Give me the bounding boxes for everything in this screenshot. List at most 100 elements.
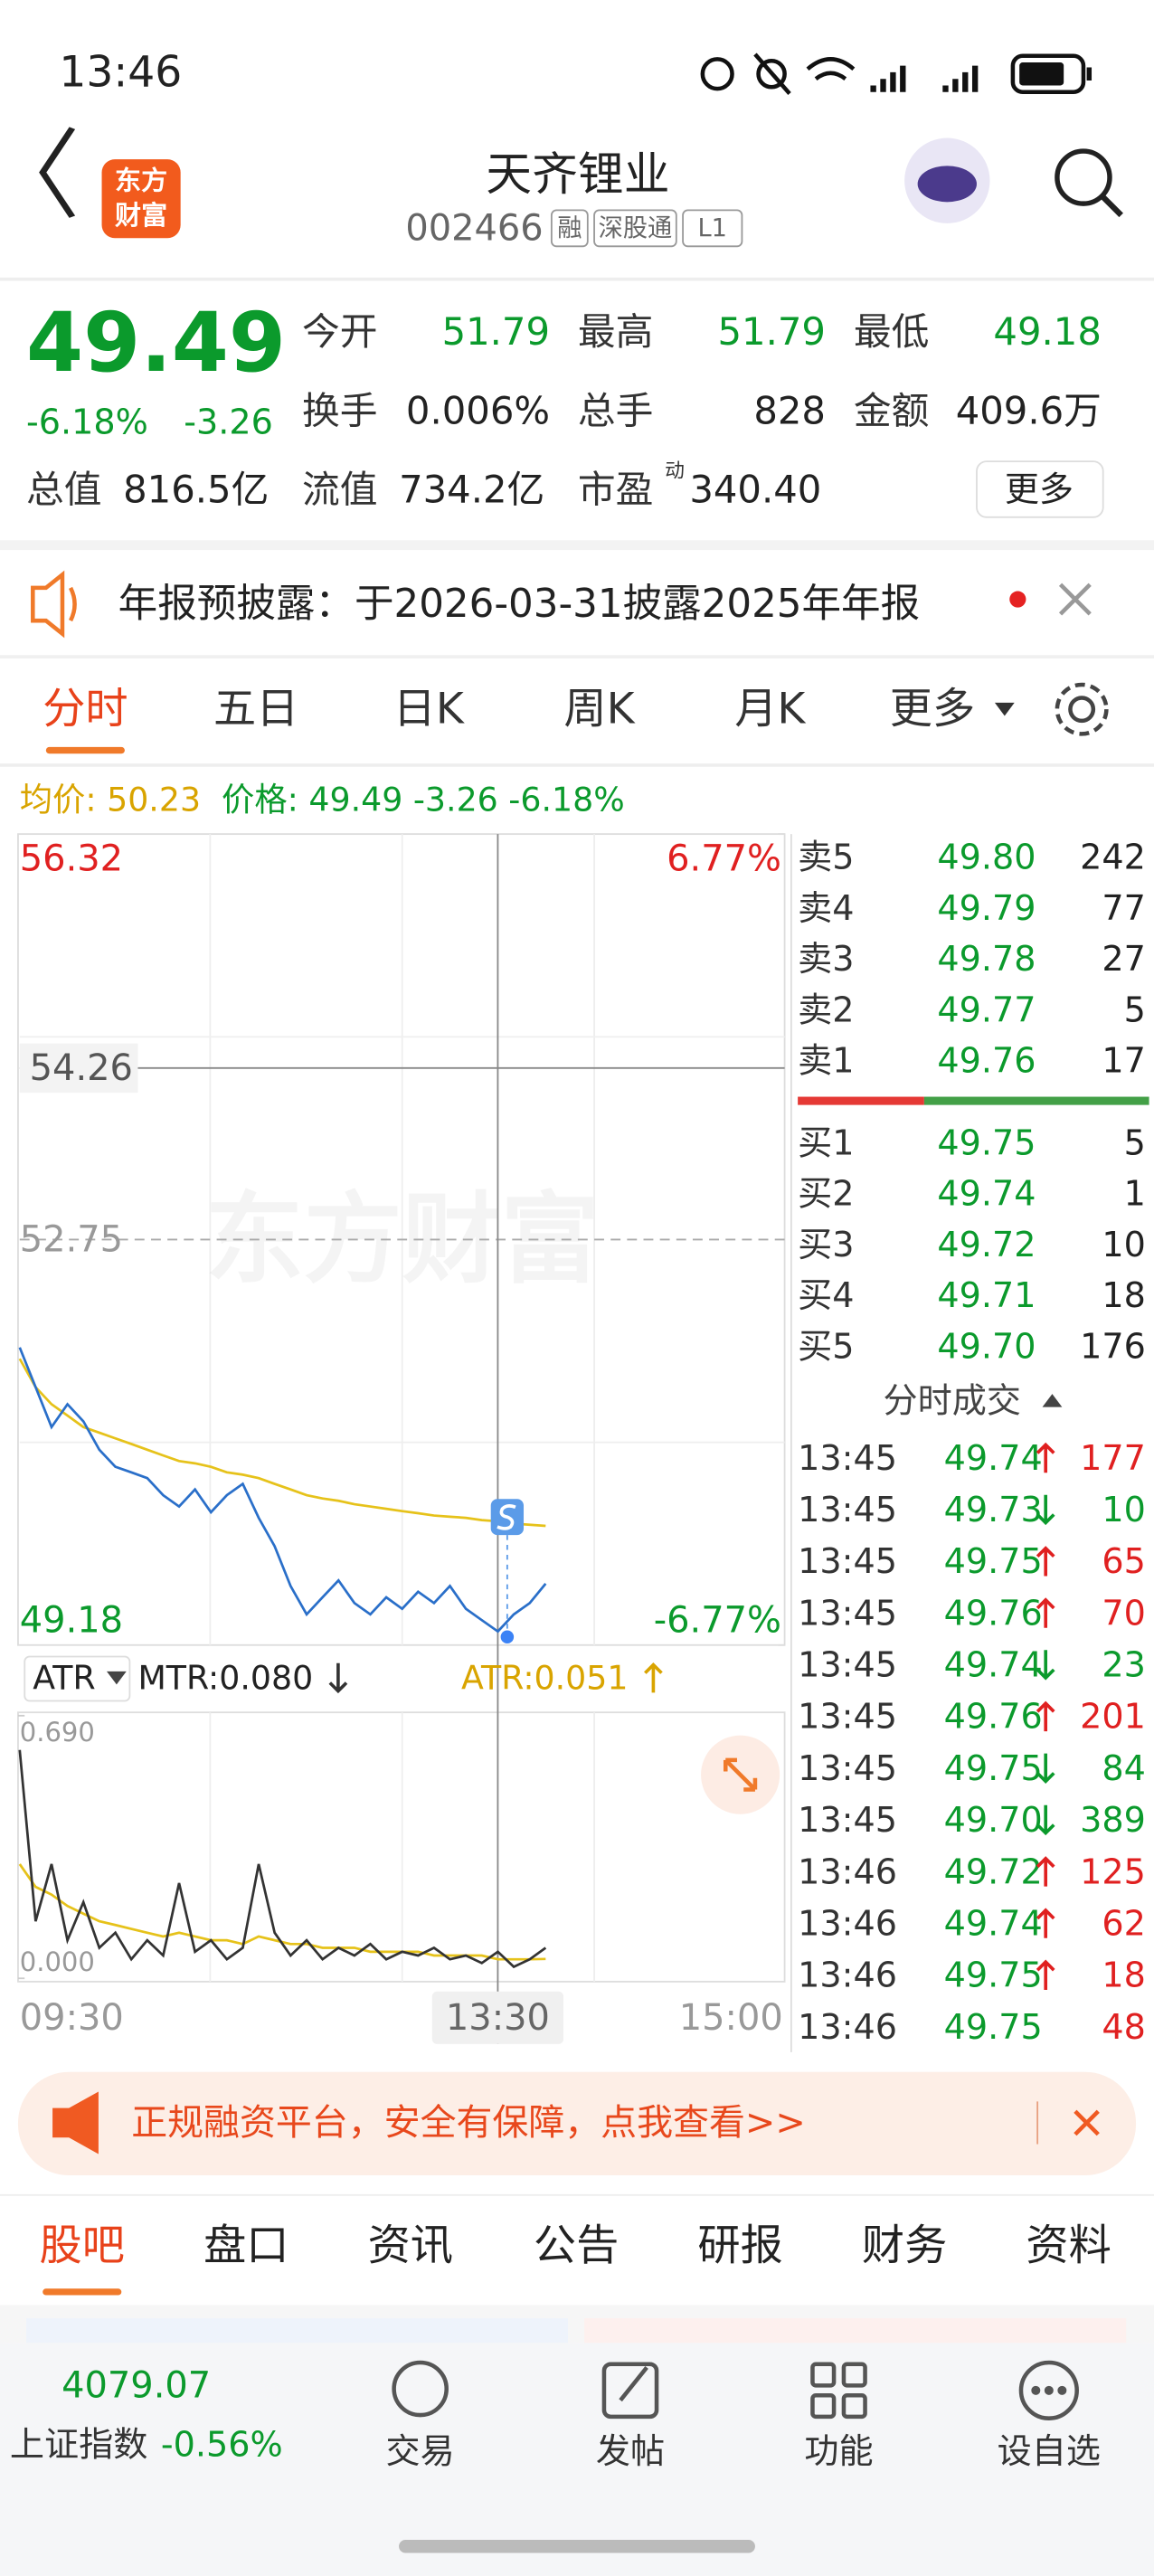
nav-item[interactable]: 功能 (804, 2431, 873, 2471)
stat-value: 816.5亿 (123, 467, 269, 511)
settings-button[interactable] (1055, 682, 1109, 736)
stat-value: 409.6万 (956, 388, 1102, 432)
signal-dot (500, 1630, 515, 1643)
trade-volume: 389 (1080, 1800, 1146, 1840)
book-volume: 27 (1102, 939, 1145, 979)
notice-close[interactable] (1058, 582, 1092, 616)
index-change: -0.56% (161, 2425, 283, 2465)
atr-label: ATR:0.051 (461, 1659, 628, 1698)
logo-text: 财富 (115, 200, 167, 231)
trade-price: 49.72 (944, 1852, 1043, 1891)
y-tick-label: 49.18 (20, 1600, 123, 1642)
ad-banner[interactable] (17, 2071, 1137, 2176)
tab[interactable]: 更多 (890, 685, 975, 734)
trade-volume: 62 (1102, 1903, 1145, 1943)
arrow (1036, 1650, 1055, 1681)
trade-time: 13:45 (798, 1645, 897, 1685)
bottom-tab[interactable]: 资讯 (368, 2221, 453, 2271)
bottom-tab[interactable]: 资料 (1026, 2221, 1111, 2271)
book-volume: 17 (1102, 1041, 1145, 1081)
x-tick-label: 09:30 (20, 1997, 124, 2039)
book-label: 卖5 (798, 838, 854, 877)
avg-info: 均价: 50.23 (20, 781, 201, 819)
arrow (1036, 1597, 1055, 1628)
app-logo[interactable] (101, 159, 181, 239)
trade-price: 49.74 (944, 1645, 1043, 1685)
stat-label: 流值 (302, 467, 377, 511)
trade-price: 49.76 (944, 1593, 1043, 1633)
tag: 融 (557, 214, 582, 242)
tab[interactable]: 周K (563, 685, 635, 734)
book-volume: 5 (1124, 1122, 1146, 1162)
book-price: 49.72 (937, 1225, 1036, 1264)
trade-price: 49.70 (944, 1800, 1043, 1840)
trade-time: 13:45 (798, 1490, 897, 1530)
book-label: 买4 (798, 1275, 854, 1315)
tab[interactable]: 日K (393, 685, 465, 734)
more-button[interactable] (976, 460, 1104, 518)
trade-price: 49.76 (944, 1697, 1043, 1737)
arrow (1036, 1700, 1055, 1732)
tab[interactable]: 五日 (213, 685, 298, 734)
ad-text[interactable]: 正规融资平台，安全有保障，点我查看>> (131, 2102, 806, 2144)
arrow (1036, 1494, 1055, 1526)
tab[interactable]: 分时 (43, 685, 128, 734)
arrow (1036, 1546, 1055, 1577)
x-crosshair-box (431, 1991, 564, 2044)
trade-time: 13:45 (798, 1697, 897, 1737)
book-label: 买1 (798, 1122, 854, 1162)
indicator-tick-label: 0.690 (20, 1717, 95, 1747)
stat-sup: 动 (665, 459, 685, 482)
nav-item[interactable]: 设自选 (998, 2431, 1101, 2471)
trade-time: 13:45 (798, 1748, 897, 1788)
indicator-selector[interactable] (24, 1655, 131, 1702)
book-volume: 1 (1124, 1174, 1146, 1214)
bottom-tab[interactable]: 公告 (534, 2221, 619, 2271)
book-label: 卖4 (798, 888, 854, 928)
ad-close[interactable] (1074, 2109, 1100, 2136)
back-button[interactable] (39, 127, 76, 218)
y2-tick-label: 6.77% (667, 838, 781, 879)
change-pct: -6.18% (26, 402, 148, 442)
bottom-tab[interactable]: 盘口 (203, 2221, 288, 2271)
price-line (18, 1347, 547, 1634)
mtr-line (18, 1749, 547, 1969)
index-name: 上证指数 (10, 2425, 147, 2465)
nav-item[interactable]: 交易 (386, 2431, 455, 2471)
tab[interactable]: 月K (734, 685, 806, 734)
tag-box (682, 209, 743, 248)
book-price: 49.78 (937, 939, 1036, 979)
trade-price: 49.74 (944, 1903, 1043, 1943)
change: -3.26 (184, 402, 273, 442)
bottom-tab[interactable]: 研报 (697, 2221, 782, 2271)
stat-label: 总值 (26, 467, 101, 511)
trade-volume: 48 (1102, 2007, 1145, 2047)
book-price: 49.76 (937, 1041, 1036, 1081)
indicator-name[interactable]: ATR (33, 1659, 95, 1698)
more-label[interactable]: 更多 (1005, 469, 1074, 509)
book-label: 买5 (798, 1326, 854, 1366)
arrow (1036, 1908, 1055, 1938)
stat-value: 734.2亿 (399, 467, 544, 511)
trade-volume: 10 (1102, 1490, 1145, 1530)
tab-underline (43, 2288, 122, 2296)
crosshair-label-box (19, 1043, 138, 1094)
caret (994, 702, 1015, 716)
bottom-tab[interactable]: 股吧 (40, 2221, 125, 2271)
nav-item[interactable]: 发帖 (596, 2431, 665, 2471)
book-volume: 242 (1080, 838, 1146, 877)
trade-time: 13:45 (798, 1593, 897, 1633)
avg-line (18, 1358, 546, 1528)
stock-name: 天齐锂业 (486, 147, 669, 201)
book-label: 买2 (798, 1174, 854, 1214)
trade-time: 13:46 (798, 1903, 897, 1943)
price-info: 价格: 49.49 -3.26 -6.18% (222, 781, 625, 819)
caret (106, 1671, 127, 1685)
book-volume: 176 (1080, 1326, 1146, 1366)
stat-label: 市盈 (578, 467, 653, 511)
tag-box (593, 209, 677, 248)
bottom-tab[interactable]: 财务 (862, 2221, 947, 2271)
search-button[interactable] (1055, 148, 1112, 206)
notice-dot (1009, 591, 1026, 608)
book-price: 49.71 (937, 1275, 1036, 1315)
